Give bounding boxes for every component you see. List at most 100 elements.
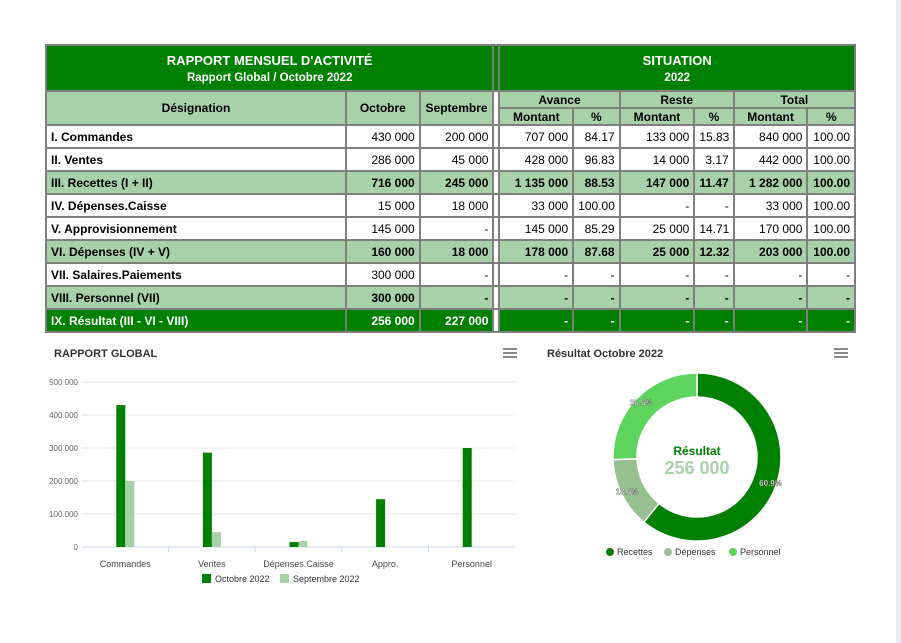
- x-tick-label: Dépenses.Caisse: [263, 559, 334, 569]
- cell-octobre: 145 000: [346, 218, 419, 239]
- cell-avance-pct: 100.00: [574, 195, 619, 216]
- cell-reste-pct: -: [695, 264, 733, 285]
- report-body: I. Commandes 430 000 200 000 707 000 84.…: [47, 126, 854, 331]
- cell-total-pct: -: [808, 287, 854, 308]
- bar-chart-title: RAPPORT GLOBAL: [54, 348, 158, 360]
- table-row: VII. Salaires.Paiements 300 000 - - - - …: [47, 264, 854, 285]
- cell-total-pct: 100.00: [808, 149, 854, 170]
- row-label: VIII. Personnel (VII): [47, 287, 345, 308]
- cell-avance-pct: -: [574, 310, 619, 331]
- pie-chart-menu-icon[interactable]: [834, 348, 848, 358]
- row-label: II. Ventes: [47, 149, 345, 170]
- cell-total-montant: 203 000: [734, 241, 807, 262]
- legend-label: Septembre 2022: [293, 574, 360, 584]
- cell-avance-montant: 178 000: [500, 241, 573, 262]
- row-label: V. Approvisionnement: [47, 218, 345, 239]
- col-avance-pct: %: [574, 109, 619, 124]
- report-title-cell: RAPPORT MENSUEL D'ACTIVITÉ Rapport Globa…: [47, 46, 493, 90]
- cell-reste-pct: -: [695, 310, 733, 331]
- cell-octobre: 300 000: [346, 287, 419, 308]
- legend-label: Personnel: [740, 547, 781, 557]
- table-row: I. Commandes 430 000 200 000 707 000 84.…: [47, 126, 854, 147]
- cell-reste-pct: 3.17: [695, 149, 733, 170]
- cell-reste-pct: 15.83: [695, 126, 733, 147]
- cell-reste-pct: 14.71: [695, 218, 733, 239]
- table-row: II. Ventes 286 000 45 000 428 000 96.83 …: [47, 149, 854, 170]
- cell-total-pct: 100.00: [808, 172, 854, 193]
- bar-october: [202, 452, 212, 547]
- column-gap: [494, 46, 499, 90]
- col-avance-montant: Montant: [500, 109, 573, 124]
- x-tick-label: Personnel: [451, 559, 492, 569]
- legend-swatch: [729, 548, 737, 556]
- cell-avance-montant: -: [500, 264, 573, 285]
- cell-reste-pct: 12.32: [695, 241, 733, 262]
- situation-year: 2022: [664, 71, 691, 84]
- legend-label: Recettes: [617, 547, 653, 557]
- table-row: IV. Dépenses.Caisse 15 000 18 000 33 000…: [47, 195, 854, 216]
- donut-center-label: Résultat: [673, 444, 720, 458]
- cell-reste-montant: -: [620, 195, 694, 216]
- table-row-subtotal: VIII. Personnel (VII) 300 000 - - - - - …: [47, 287, 854, 308]
- cell-total-montant: 170 000: [734, 218, 807, 239]
- situation-title: SITUATION: [642, 52, 712, 68]
- cell-reste-montant: -: [620, 264, 694, 285]
- cell-octobre: 286 000: [346, 149, 419, 170]
- cell-reste-pct: 11.47: [695, 172, 733, 193]
- column-gap: [494, 287, 499, 308]
- legend-swatch: [606, 548, 614, 556]
- row-label: VII. Salaires.Paiements: [47, 264, 345, 285]
- report-subtitle: Rapport Global / Octobre 2022: [186, 71, 353, 84]
- col-total-montant: Montant: [734, 109, 807, 124]
- legend-swatch: [664, 548, 672, 556]
- bar-october: [116, 405, 126, 547]
- cell-septembre: 45 000: [420, 149, 493, 170]
- col-total-pct: %: [808, 109, 854, 124]
- col-septembre: Septembre: [420, 92, 493, 124]
- cell-total-pct: 100.00: [808, 241, 854, 262]
- legend-swatch: [202, 574, 211, 583]
- group-total: Total: [734, 92, 854, 107]
- cell-avance-pct: 84.17: [574, 126, 619, 147]
- y-tick-label: 300 000: [49, 444, 78, 453]
- x-tick-label: Appro.: [372, 559, 399, 569]
- y-tick-label: 0: [74, 543, 79, 552]
- cell-octobre: 256 000: [346, 310, 419, 331]
- group-reste: Reste: [620, 92, 733, 107]
- y-tick-label: 200 000: [49, 477, 78, 486]
- cell-septembre: -: [420, 264, 493, 285]
- legend-label: Dépenses: [675, 547, 716, 557]
- bar-october: [289, 542, 299, 547]
- col-reste-pct: %: [695, 109, 733, 124]
- col-octobre: Octobre: [346, 92, 419, 124]
- cell-total-pct: -: [808, 310, 854, 331]
- cell-octobre: 160 000: [346, 241, 419, 262]
- pie-chart-title: Résultat Octobre 2022: [547, 348, 664, 360]
- window-edge: [896, 0, 901, 643]
- cell-avance-montant: 33 000: [500, 195, 573, 216]
- table-row: V. Approvisionnement 145 000 - 145 000 8…: [47, 218, 854, 239]
- legend-swatch: [280, 574, 289, 583]
- cell-septembre: 200 000: [420, 126, 493, 147]
- bar-chart-menu-icon[interactable]: [503, 348, 517, 358]
- y-tick-label: 100 000: [49, 510, 78, 519]
- column-gap: [494, 126, 499, 147]
- cell-total-montant: 33 000: [734, 195, 807, 216]
- pie-slice-label: 60.9%: [759, 479, 782, 488]
- cell-total-pct: 100.00: [808, 126, 854, 147]
- cell-octobre: 716 000: [346, 172, 419, 193]
- situation-title-cell: SITUATION 2022: [500, 46, 854, 90]
- pie-slice-personnel: [612, 372, 698, 461]
- cell-avance-montant: -: [500, 287, 573, 308]
- row-label: IX. Résultat (III - VI - VIII): [47, 310, 345, 331]
- col-reste-montant: Montant: [620, 109, 694, 124]
- column-gap: [494, 172, 499, 193]
- pie-slice-label: 13.6%: [616, 488, 639, 497]
- cell-octobre: 15 000: [346, 195, 419, 216]
- column-gap: [494, 310, 499, 331]
- cell-total-montant: 1 282 000: [734, 172, 807, 193]
- cell-avance-pct: 87.68: [574, 241, 619, 262]
- cell-septembre: 227 000: [420, 310, 493, 331]
- cell-reste-montant: 25 000: [620, 218, 694, 239]
